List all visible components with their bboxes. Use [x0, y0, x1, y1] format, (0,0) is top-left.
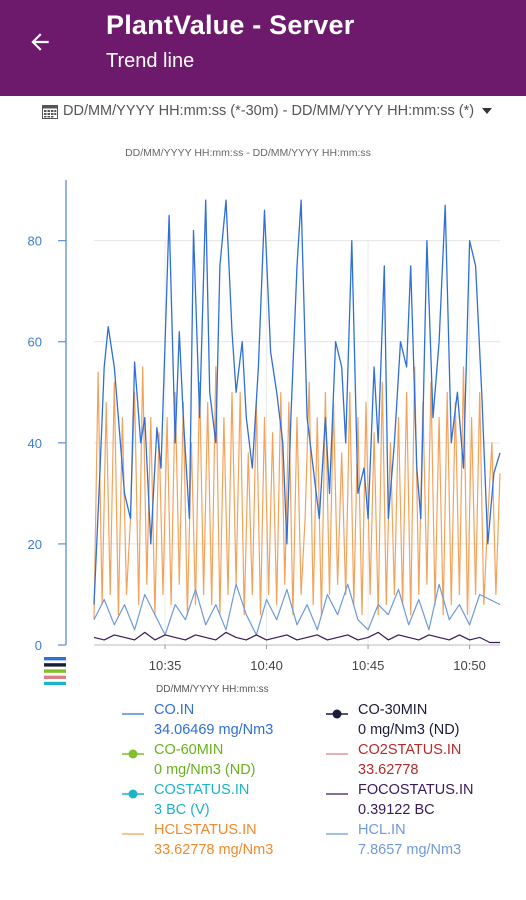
legend-series-name: CO-30MIN [358, 702, 428, 718]
chart-series-lines [93, 199, 501, 644]
series-color-swatches [44, 657, 66, 685]
legend-series-name: CO2STATUS.IN [358, 742, 462, 758]
legend-series-value: 7.8657 mg/Nm3 [358, 842, 462, 858]
page-subtitle: Trend line [106, 50, 195, 72]
legend-symbol [122, 789, 144, 799]
x-tick-label: 10:40 [250, 658, 283, 673]
arrow-left-icon [31, 33, 49, 51]
legend-series-value: 33.62778 mg/Nm3 [154, 842, 274, 858]
x-axis: 10:35 10:40 10:45 10:50 [94, 644, 500, 673]
y-tick-label: 60 [28, 335, 42, 350]
legend-item[interactable]: COSTATUS.IN 3 BC (V) [120, 782, 320, 822]
legend-series-value: 33.62778 [358, 762, 419, 778]
legend-series-name: FOCOSTATUS.IN [358, 782, 474, 798]
series-line-focostatus-in [93, 631, 500, 644]
series-swatch [44, 663, 66, 667]
legend-series-name: COSTATUS.IN [154, 782, 250, 798]
x-axis-label: DD/MM/YYYY HH:mm:ss [156, 684, 269, 695]
legend-item[interactable]: FOCOSTATUS.IN 0.39122 BC [324, 782, 524, 822]
page-title: PlantValue - Server [106, 10, 355, 40]
legend-symbol [326, 833, 348, 835]
legend-symbol [122, 833, 144, 835]
series-swatch [44, 675, 66, 679]
calendar-icon [42, 104, 58, 119]
legend-symbol [122, 749, 144, 759]
y-tick-label: 40 [28, 436, 42, 451]
legend-series-value: 0.39122 BC [358, 802, 435, 818]
legend-item[interactable]: CO-60MIN 0 mg/Nm3 (ND) [120, 742, 320, 782]
caret-down-icon [482, 108, 493, 114]
time-range-selector[interactable]: DD/MM/YYYY HH:mm:ss (*-30m) - DD/MM/YYYY… [42, 100, 526, 122]
y-tick-label: 20 [28, 537, 42, 552]
series-line-hcl-in [93, 583, 501, 636]
series-swatch [44, 669, 66, 673]
y-axis: 0 20 40 60 80 [28, 180, 67, 653]
trend-chart: 0 20 40 60 80 10:35 10:40 10:45 10:50 [28, 180, 501, 685]
series-swatch [44, 657, 66, 661]
legend-item[interactable]: CO2STATUS.IN 33.62778 [324, 742, 524, 782]
y-tick-label: 0 [35, 638, 42, 653]
chart-subtitle: DD/MM/YYYY HH:mm:ss - DD/MM/YYYY HH:mm:s… [125, 147, 371, 159]
legend-symbol [122, 713, 144, 715]
legend-series-value: 34.06469 mg/Nm3 [154, 722, 274, 738]
app-bar: PlantValue - Server Trend line [0, 0, 526, 96]
series-line-co-in [93, 199, 501, 605]
legend-symbol [326, 753, 348, 755]
legend-item[interactable]: CO.IN 34.06469 mg/Nm3 [120, 702, 320, 742]
legend-series-name: CO.IN [154, 702, 195, 718]
legend-series-value: 0 mg/Nm3 (ND) [154, 762, 256, 778]
legend-item[interactable]: CO-30MIN 0 mg/Nm3 (ND) [324, 702, 524, 742]
legend-series-name: HCL.IN [358, 822, 406, 838]
legend-series-value: 3 BC (V) [154, 802, 210, 818]
legend-series-name: HCLSTATUS.IN [154, 822, 257, 838]
x-tick-label: 10:50 [453, 658, 486, 673]
series-swatch [44, 681, 66, 685]
x-tick-label: 10:45 [352, 658, 385, 673]
legend-item[interactable]: HCLSTATUS.IN 33.62778 mg/Nm3 [120, 822, 320, 862]
series-line-hclstatus-in [93, 366, 501, 620]
time-range-text: DD/MM/YYYY HH:mm:ss (*-30m) - DD/MM/YYYY… [63, 103, 475, 119]
legend-item[interactable]: HCL.IN 7.8657 mg/Nm3 [324, 822, 524, 862]
legend-symbol [326, 793, 348, 795]
legend-series-value: 0 mg/Nm3 (ND) [358, 722, 460, 738]
x-tick-label: 10:35 [149, 658, 182, 673]
y-tick-label: 80 [28, 234, 42, 249]
legend-series-name: CO-60MIN [154, 742, 224, 758]
back-button[interactable] [16, 22, 64, 62]
legend-symbol [326, 709, 348, 719]
